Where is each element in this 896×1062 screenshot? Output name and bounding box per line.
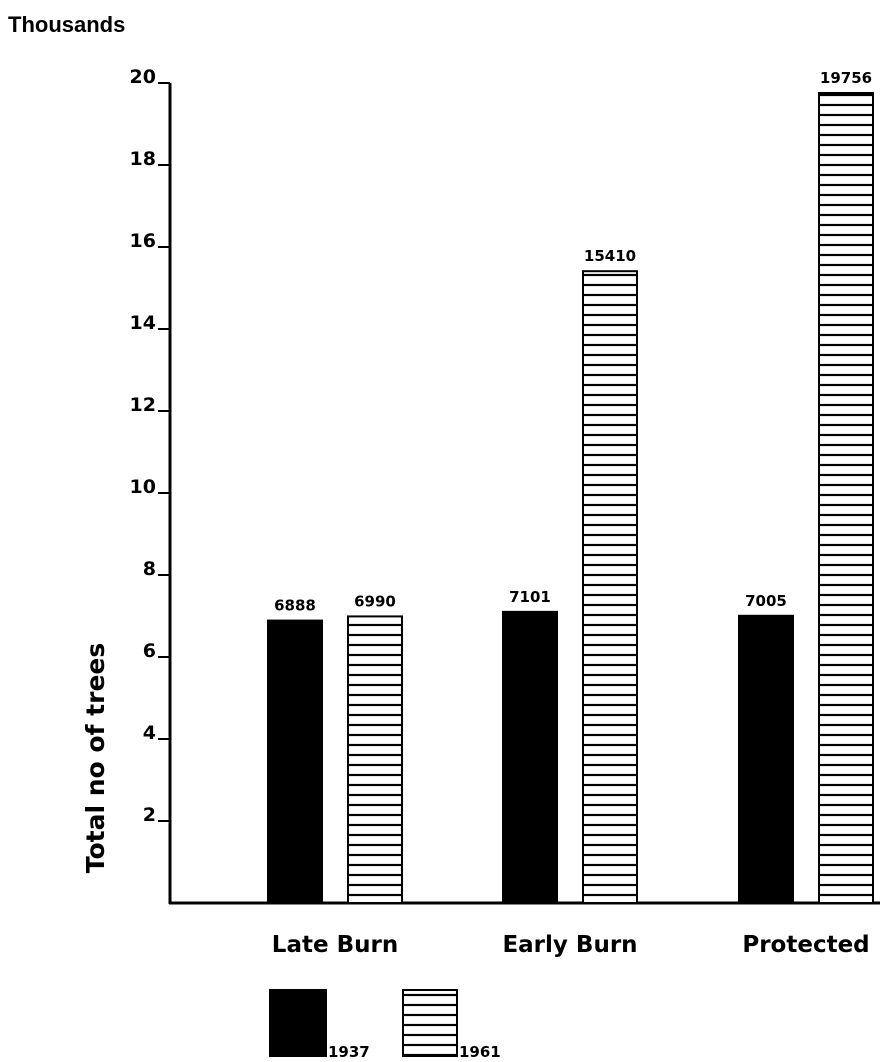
plot-area: 2 4 6 8 10 12 14 16 18 20 6888 6990 Late Burn 7101 154…	[130, 66, 880, 958]
y-tick-label: 18	[130, 148, 156, 170]
y-tick-label: 6	[143, 640, 156, 662]
y-tick-label: 10	[130, 476, 156, 498]
bar-value-label: 19756	[820, 69, 872, 87]
bar-value-label: 6990	[354, 592, 396, 610]
y-axis-title: Total no of trees	[81, 643, 110, 874]
y-tick-label: 20	[130, 66, 156, 88]
category-label: Protected	[742, 932, 869, 958]
y-tick-label: 8	[143, 558, 156, 580]
y-tick-label: 4	[143, 722, 156, 744]
bar-value-label: 6888	[274, 597, 316, 615]
legend-swatch-1937	[269, 989, 327, 1057]
units-label: Thousands	[8, 12, 125, 37]
y-tick-label: 14	[130, 312, 156, 334]
bar-value-label: 7101	[509, 588, 551, 606]
legend-label-1961: 1961	[459, 1043, 501, 1061]
legend-swatch-1961	[402, 989, 458, 1057]
legend-label-1937: 1937	[328, 1043, 370, 1061]
bar-1937-late-burn	[267, 619, 323, 904]
bar-1961-late-burn	[347, 615, 403, 904]
bar-1937-protected	[738, 614, 794, 904]
y-tick-label: 16	[130, 230, 156, 252]
bar-1961-early-burn	[582, 270, 638, 904]
y-tick-label: 12	[130, 394, 156, 416]
bar-1961-protected	[818, 92, 874, 904]
bar-value-label: 15410	[584, 247, 636, 265]
y-tick-label: 2	[143, 804, 156, 826]
bar-value-label: 7005	[745, 592, 787, 610]
bar-1937-early-burn	[502, 610, 558, 904]
category-label: Early Burn	[502, 932, 637, 958]
legend: 1937 1961	[269, 989, 501, 1061]
category-label: Late Burn	[272, 932, 398, 958]
